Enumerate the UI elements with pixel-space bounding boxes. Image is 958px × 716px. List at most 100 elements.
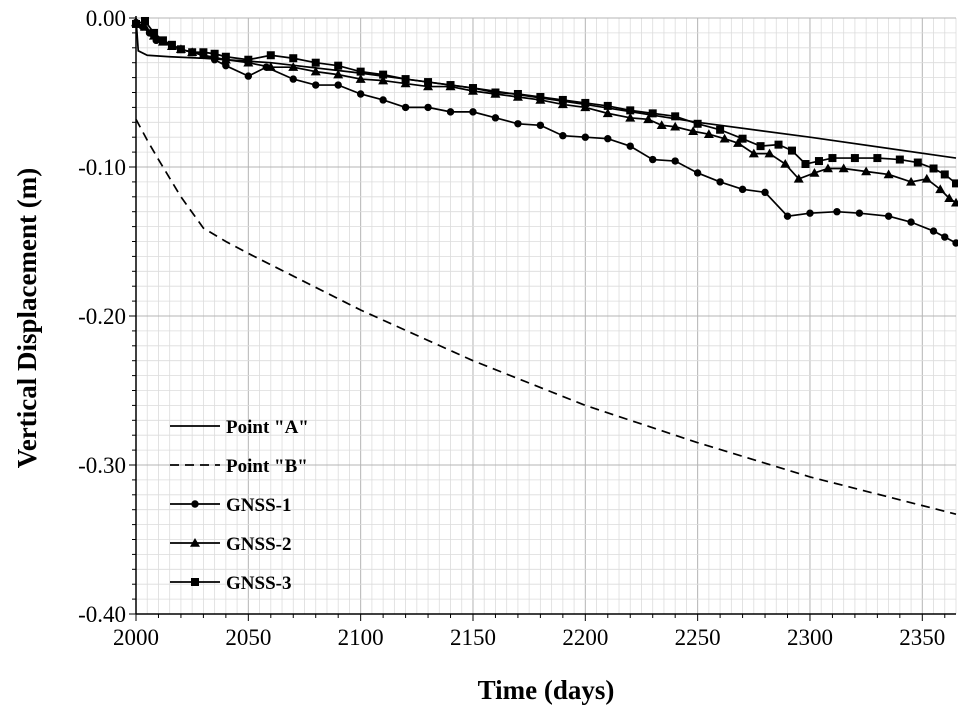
data-point-gnss-3 xyxy=(513,89,522,98)
data-point-gnss-3 xyxy=(188,48,197,57)
series-line-point-b xyxy=(135,118,957,515)
data-point-gnss-2 xyxy=(793,173,804,183)
data-point-gnss-3 xyxy=(693,119,702,128)
data-point-gnss-1 xyxy=(289,75,297,83)
y-tick-label: -0.20 xyxy=(78,304,126,329)
data-point-gnss-1 xyxy=(941,233,949,241)
data-point-gnss-1 xyxy=(649,155,657,164)
data-point-gnss-1 xyxy=(604,134,612,143)
data-point-gnss-2 xyxy=(809,167,820,177)
x-tick-label: 2250 xyxy=(675,625,721,650)
axes xyxy=(129,16,956,621)
data-point-gnss-1 xyxy=(334,81,342,89)
data-point-gnss-3 xyxy=(536,92,545,101)
data-point-gnss-1 xyxy=(907,218,915,226)
data-point-gnss-3 xyxy=(199,48,208,57)
data-point-gnss-1 xyxy=(783,212,792,220)
data-point-gnss-1 xyxy=(738,185,747,194)
data-point-gnss-2 xyxy=(625,112,636,122)
data-point-gnss-3 xyxy=(648,109,657,118)
legend-marker xyxy=(191,578,199,586)
data-point-gnss-1 xyxy=(693,169,702,177)
data-point-gnss-3 xyxy=(149,28,158,37)
data-point-gnss-3 xyxy=(603,101,612,110)
data-point-gnss-3 xyxy=(221,52,230,61)
data-point-gnss-2 xyxy=(822,163,833,173)
series-line-gnss-1 xyxy=(135,21,957,244)
series-gnss-1 xyxy=(132,18,958,247)
data-point-gnss-2 xyxy=(935,184,946,194)
data-point-gnss-3 xyxy=(356,67,365,76)
data-point-gnss-3 xyxy=(952,179,958,188)
y-tick-label: -0.40 xyxy=(78,602,126,627)
data-point-gnss-1 xyxy=(626,142,634,150)
data-point-gnss-3 xyxy=(491,88,500,97)
data-point-gnss-1 xyxy=(671,157,679,165)
tick-labels: 2000 2050 2100 2150 2200 2250 2300 2350 0.00 -0.1… xyxy=(78,6,945,650)
grid xyxy=(135,17,957,615)
data-point-gnss-2 xyxy=(265,62,276,71)
data-point-gnss-3 xyxy=(167,40,176,49)
data-point-gnss-3 xyxy=(788,146,796,155)
data-point-gnss-3 xyxy=(801,160,810,169)
series-line-gnss-2 xyxy=(135,21,957,204)
data-point-gnss-2 xyxy=(643,114,654,124)
data-point-gnss-2 xyxy=(288,62,299,71)
legend-marker xyxy=(190,538,200,547)
x-axis-title: Time (days) xyxy=(478,675,615,705)
data-point-gnss-2 xyxy=(688,126,699,135)
data-point-gnss-1 xyxy=(401,103,410,112)
series-line-gnss-3 xyxy=(135,19,957,185)
data-point-gnss-3 xyxy=(158,36,167,45)
data-point-gnss-1 xyxy=(536,121,545,129)
data-point-gnss-3 xyxy=(738,134,747,143)
data-point-gnss-3 xyxy=(581,98,590,107)
x-tick-label: 2150 xyxy=(450,625,496,650)
x-tick-label: 2000 xyxy=(113,625,159,650)
data-point-gnss-3 xyxy=(446,81,455,90)
data-point-gnss-2 xyxy=(748,148,759,158)
y-tick-label: -0.10 xyxy=(78,155,126,180)
data-point-gnss-1 xyxy=(855,209,864,217)
y-tick-label: -0.30 xyxy=(78,453,126,478)
data-point-gnss-1 xyxy=(929,227,938,235)
data-point-gnss-2 xyxy=(656,120,667,130)
legend-entry-gnss-1: GNSS-1 xyxy=(170,495,291,516)
y-tick-label: 0.00 xyxy=(86,6,126,31)
data-point-gnss-3 xyxy=(176,45,185,54)
data-point-gnss-1 xyxy=(356,90,365,98)
data-point-gnss-1 xyxy=(806,209,814,217)
legend-label: GNSS-3 xyxy=(226,573,291,594)
data-point-gnss-2 xyxy=(310,66,321,76)
data-point-gnss-3 xyxy=(940,170,949,179)
data-point-gnss-3 xyxy=(334,61,343,70)
data-point-gnss-3 xyxy=(828,154,837,163)
data-point-gnss-1 xyxy=(222,61,230,70)
x-tick-label: 2300 xyxy=(787,625,833,650)
legend: Point "A" Point "B" GNSS-1 GNSS-2 GNSS-3 xyxy=(170,417,309,594)
data-point-gnss-2 xyxy=(861,166,872,176)
data-point-gnss-2 xyxy=(333,69,344,79)
data-point-gnss-1 xyxy=(884,212,893,220)
data-point-gnss-3 xyxy=(671,112,680,121)
legend-entry-point-b: Point "B" xyxy=(170,456,308,477)
data-point-gnss-2 xyxy=(733,138,744,147)
data-point-gnss-3 xyxy=(756,142,765,151)
data-point-gnss-2 xyxy=(883,169,894,179)
data-point-gnss-1 xyxy=(833,208,841,216)
data-point-gnss-1 xyxy=(761,188,769,197)
data-point-gnss-1 xyxy=(379,96,387,104)
series-gnss-2 xyxy=(131,17,958,207)
data-point-gnss-1 xyxy=(446,108,455,116)
data-point-gnss-2 xyxy=(355,74,366,83)
x-tick-label: 2350 xyxy=(899,625,945,650)
data-point-gnss-3 xyxy=(266,51,275,60)
data-point-gnss-2 xyxy=(780,159,791,168)
legend-label: GNSS-1 xyxy=(226,495,291,516)
data-point-gnss-1 xyxy=(581,133,590,141)
legend-label: Point "A" xyxy=(226,417,309,438)
data-point-gnss-3 xyxy=(311,58,320,67)
legend-entry-gnss-3: GNSS-3 xyxy=(170,573,291,594)
